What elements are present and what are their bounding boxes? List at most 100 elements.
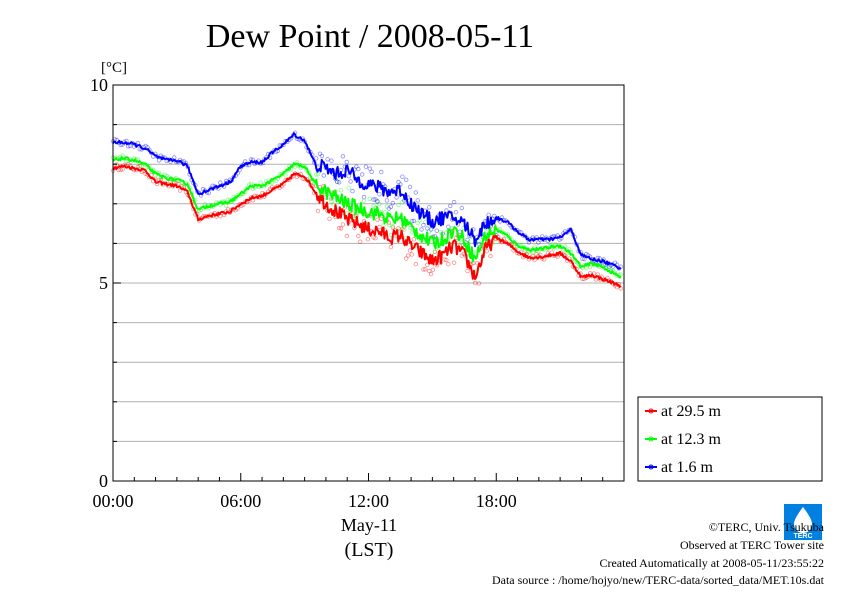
- data-point: [356, 233, 361, 239]
- legend-label: at 1.6 m: [661, 459, 714, 476]
- data-point: [432, 249, 438, 254]
- data-point: [394, 195, 399, 200]
- legend: at 29.5 m at 12.3 m at 1.6 m: [637, 396, 823, 482]
- data-point: [587, 264, 593, 270]
- data-point: [143, 143, 148, 149]
- data-point: [430, 267, 436, 272]
- data-point: [400, 199, 405, 205]
- data-point: [398, 227, 403, 232]
- data-point: [451, 260, 457, 265]
- terc-logo: TERC: [784, 504, 822, 540]
- data-point: [273, 178, 279, 184]
- data-point: [313, 156, 319, 161]
- data-point: [582, 256, 587, 262]
- grid-lines: [113, 124, 624, 442]
- data-point: [427, 268, 432, 274]
- data-point: [427, 205, 432, 210]
- data-point: [371, 235, 376, 240]
- data-point: [336, 225, 342, 231]
- footer-source: Data source : /home/hojyo/new/TERC-data/…: [491, 573, 824, 587]
- data-point: [444, 257, 449, 263]
- data-point: [359, 172, 365, 177]
- data-point: [225, 207, 231, 212]
- legend-label: at 29.5 m: [661, 403, 722, 420]
- data-point: [446, 224, 451, 229]
- x-tick-label: 12:00: [348, 491, 389, 511]
- data-point: [582, 276, 587, 282]
- data-point: [396, 202, 401, 208]
- data-point: [348, 179, 353, 184]
- data-point: [402, 227, 407, 232]
- data-point: [528, 248, 533, 254]
- data-point: [321, 173, 326, 178]
- data-point: [315, 208, 321, 214]
- data-point: [114, 137, 119, 143]
- data-point: [369, 169, 374, 174]
- data-point: [438, 229, 443, 235]
- data-point: [386, 206, 392, 211]
- data-point: [451, 199, 457, 205]
- data-point: [530, 249, 535, 255]
- data-point: [344, 159, 349, 165]
- data-point: [465, 268, 470, 274]
- x-tick-label: 06:00: [220, 491, 261, 511]
- data-point: [534, 252, 539, 257]
- data-point: [419, 227, 424, 232]
- legend-swatch-marker: [648, 464, 654, 470]
- data-point: [407, 225, 413, 231]
- data-point: [580, 256, 585, 261]
- data-point: [124, 158, 129, 164]
- data-point: [329, 199, 334, 204]
- data-point: [361, 198, 367, 203]
- data-point: [536, 240, 541, 245]
- data-point: [338, 187, 344, 193]
- data-point: [584, 266, 589, 271]
- data-point: [486, 212, 491, 217]
- data-point: [427, 229, 432, 234]
- data-point: [375, 199, 380, 204]
- data-point: [379, 216, 384, 221]
- data-point: [459, 253, 464, 258]
- data-point: [411, 218, 417, 224]
- data-point: [210, 183, 215, 188]
- data-point: [377, 224, 382, 230]
- footer-observed: Observed at TERC Tower site: [679, 538, 824, 552]
- data-point: [327, 216, 332, 221]
- x-axis-date-label: May-11: [341, 515, 397, 535]
- series-lines: [112, 132, 622, 288]
- data-point: [473, 280, 478, 286]
- data-point: [340, 222, 346, 227]
- data-point: [338, 226, 344, 231]
- data-point: [346, 173, 351, 179]
- logo-drop-shape: [794, 507, 812, 533]
- data-point: [405, 253, 411, 258]
- data-point: [476, 281, 482, 286]
- data-point: [421, 222, 426, 228]
- data-point: [444, 208, 449, 213]
- data-point: [607, 264, 612, 269]
- data-point: [258, 180, 263, 185]
- data-point: [396, 179, 401, 185]
- data-point: [137, 163, 142, 169]
- footer-created: Created Automatically at 2008-05-11/23:5…: [599, 556, 824, 570]
- data-point: [371, 197, 376, 202]
- data-point: [313, 172, 319, 177]
- axis-ticks: 0 5 10 00:00 06:00 12:00 18:00: [90, 75, 604, 511]
- data-point: [540, 256, 545, 261]
- data-point: [354, 164, 359, 169]
- data-point: [400, 174, 405, 179]
- footer-copyright: ©TERC, Univ. Tsukuba: [708, 520, 824, 534]
- data-point: [453, 209, 459, 215]
- data-point: [388, 244, 394, 250]
- data-point: [315, 172, 321, 177]
- series-line: [112, 156, 622, 279]
- data-point: [358, 239, 363, 244]
- data-point: [386, 222, 392, 228]
- logo-text: TERC: [793, 533, 812, 540]
- data-point: [425, 262, 430, 267]
- data-point: [373, 235, 378, 241]
- data-point: [156, 158, 162, 163]
- data-point: [356, 166, 361, 172]
- data-point: [379, 169, 384, 175]
